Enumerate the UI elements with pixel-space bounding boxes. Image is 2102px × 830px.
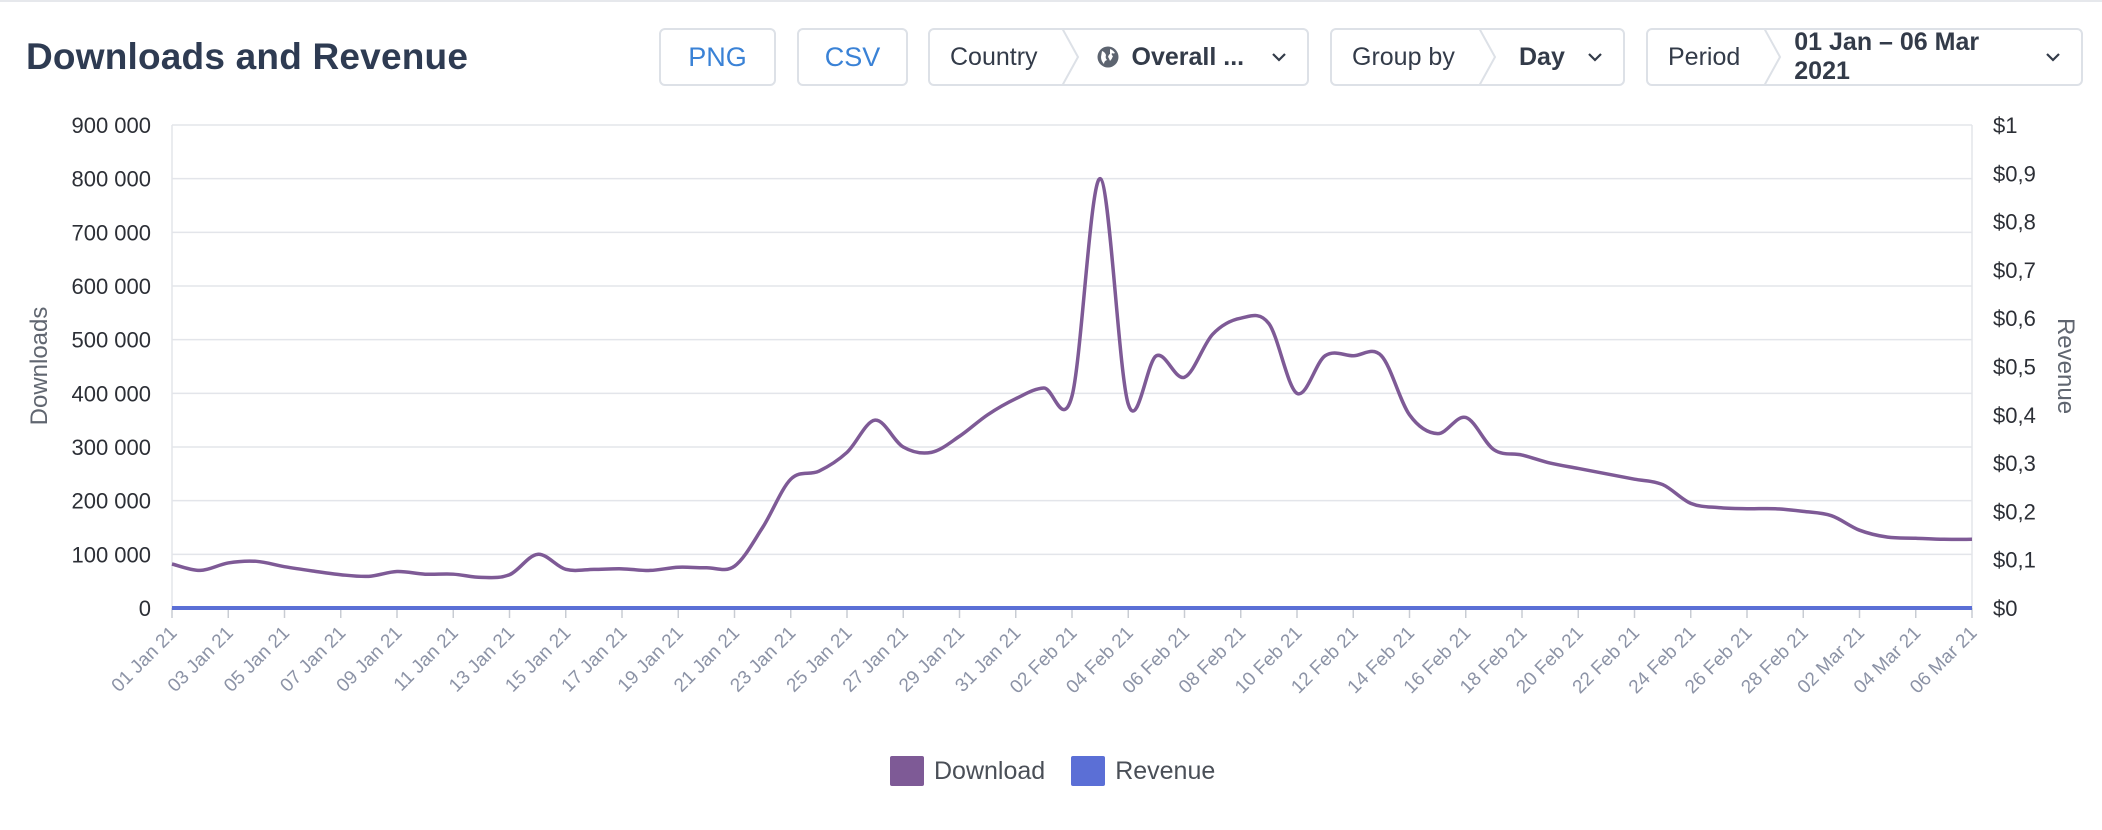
y-tick-label: 100 000 — [71, 542, 151, 567]
y-axis-ticks: 0 100 000 200 000 300 000 400 000 500 000 600 … — [71, 113, 151, 621]
downloads-revenue-chart: 0 100 000 200 000 300 000 400 000 500 000 600 … — [26, 113, 2079, 698]
series-line-download — [171, 176, 1973, 580]
y2-tick-label: $0,9 — [1993, 161, 2036, 186]
y-tick-label: 500 000 — [71, 328, 151, 353]
country-selector[interactable]: Country Overall ... — [928, 28, 1309, 86]
page-title: Downloads and Revenue — [26, 36, 469, 77]
y-tick-label: 300 000 — [71, 435, 151, 460]
period-selector[interactable]: Period 01 Jan – 06 Mar 2021 — [1646, 28, 2083, 86]
y2-axis-ticks: $0 $0,1 $0,2 $0,3 $0,4 $0,5 $0,6 $0,7 $0,8 $0,9 $1 — [1993, 113, 2036, 621]
period-selector-value: 01 Jan – 06 Mar 2021 — [1794, 28, 1980, 85]
legend-label-revenue: Revenue — [1115, 756, 1216, 785]
y2-tick-label: $0,2 — [1993, 499, 2036, 524]
y2-tick-label: $0,5 — [1993, 355, 2036, 380]
y2-tick-label: $0,1 — [1993, 548, 2036, 573]
chart-grid — [171, 124, 1973, 609]
y2-tick-label: $0,6 — [1993, 306, 2036, 331]
legend-swatch-revenue — [1071, 756, 1106, 786]
group-by-selector[interactable]: Group by Day — [1330, 28, 1625, 86]
country-selector-value: Overall ... — [1131, 42, 1245, 71]
chevron-down-icon — [2029, 30, 2081, 84]
y-tick-label: 700 000 — [71, 220, 151, 245]
chart-series — [171, 176, 1973, 611]
y2-tick-label: $1 — [1993, 113, 2017, 138]
selector-separator — [1477, 30, 1499, 84]
y-tick-label: 800 000 — [71, 167, 151, 192]
y2-tick-label: $0,4 — [1993, 403, 2036, 428]
chevron-down-icon — [1255, 30, 1307, 84]
export-csv-button[interactable]: CSV — [797, 28, 908, 86]
chevron-down-icon — [1571, 30, 1623, 84]
chart-legend: Download Revenue — [890, 756, 1241, 786]
y-tick-label: 200 000 — [71, 489, 151, 514]
y-tick-label: 0 — [139, 596, 151, 621]
y-tick-label: 900 000 — [71, 113, 151, 138]
selector-separator — [1060, 30, 1082, 84]
y2-tick-label: $0 — [1993, 596, 2017, 621]
group-by-selector-label: Group by — [1352, 42, 1455, 71]
y2-axis-label: Revenue — [2052, 318, 2079, 414]
export-png-button[interactable]: PNG — [659, 28, 776, 86]
globe-icon — [1096, 45, 1120, 69]
selector-separator — [1762, 30, 1784, 84]
top-divider — [0, 0, 2102, 2]
y-tick-label: 600 000 — [71, 274, 151, 299]
y2-tick-label: $0,3 — [1993, 451, 2036, 476]
group-by-selector-value: Day — [1518, 42, 1565, 71]
legend-item-revenue[interactable]: Revenue — [1071, 756, 1215, 786]
legend-swatch-download — [890, 756, 924, 786]
legend-label-download: Download — [934, 756, 1046, 785]
y2-tick-label: $0,7 — [1993, 258, 2036, 283]
y2-tick-label: $0,8 — [1993, 210, 2036, 235]
y-axis-label: Downloads — [26, 307, 53, 426]
y-tick-label: 400 000 — [71, 381, 151, 406]
country-selector-label: Country — [950, 42, 1038, 71]
legend-item-download[interactable]: Download — [890, 756, 1045, 786]
period-selector-label: Period — [1668, 42, 1741, 71]
